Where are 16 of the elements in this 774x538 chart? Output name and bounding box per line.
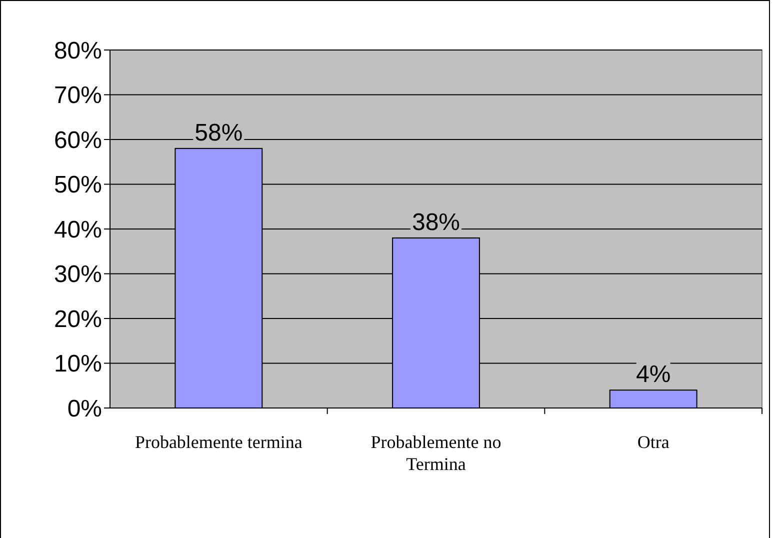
x-tick-label: Probablemente no Termina xyxy=(370,432,502,474)
y-tick-label: 20% xyxy=(54,306,102,333)
data-label: 58% xyxy=(194,119,243,146)
y-tick-label: 70% xyxy=(54,82,102,110)
bar xyxy=(609,390,698,408)
data-label: 38% xyxy=(412,208,460,236)
y-tick-label: 50% xyxy=(54,172,102,199)
y-tick-label: 80% xyxy=(54,37,102,64)
y-tick-label: 60% xyxy=(54,126,102,154)
data-label: 4% xyxy=(636,361,671,388)
y-tick-label: 0% xyxy=(67,395,102,422)
x-tick-label: Otra xyxy=(637,432,670,452)
x-tick-label: Probablemente termina xyxy=(134,432,302,452)
y-tick-label: 40% xyxy=(54,216,102,244)
y-tick-label: 10% xyxy=(54,350,102,378)
y-tick-label: 30% xyxy=(54,261,102,288)
